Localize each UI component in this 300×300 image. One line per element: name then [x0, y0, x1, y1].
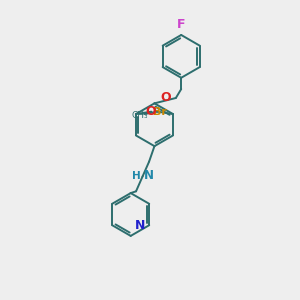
Text: N: N [135, 219, 146, 232]
Text: CH₃: CH₃ [132, 111, 148, 120]
Text: O: O [161, 91, 171, 104]
Text: N: N [144, 169, 154, 182]
Text: O: O [146, 105, 156, 118]
Text: H: H [132, 171, 141, 181]
Text: Br: Br [153, 107, 167, 117]
Text: F: F [177, 17, 185, 31]
